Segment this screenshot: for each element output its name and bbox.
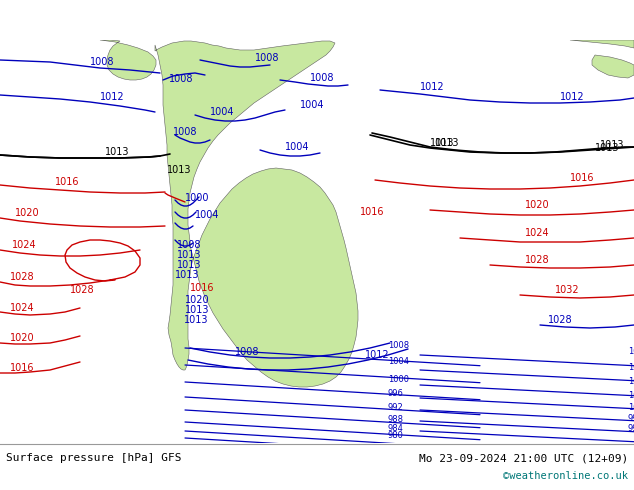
- Text: 1016: 1016: [360, 207, 384, 217]
- Text: 996: 996: [388, 390, 404, 398]
- Text: 1013: 1013: [175, 270, 200, 280]
- Text: 1016: 1016: [190, 283, 214, 293]
- Text: 1016: 1016: [570, 173, 595, 183]
- Text: 1008: 1008: [388, 341, 409, 349]
- Text: 1016: 1016: [10, 363, 34, 373]
- Text: 1012: 1012: [560, 92, 585, 102]
- Text: 1012: 1012: [420, 82, 444, 92]
- Text: 1013: 1013: [184, 315, 209, 325]
- Text: 1013: 1013: [435, 138, 460, 148]
- Text: 1032: 1032: [555, 285, 579, 295]
- Text: 1013: 1013: [185, 305, 209, 315]
- Text: 1008: 1008: [173, 127, 198, 137]
- Text: 1012: 1012: [365, 350, 390, 360]
- Text: 1020: 1020: [628, 347, 634, 357]
- Polygon shape: [592, 55, 634, 78]
- Text: 1008: 1008: [177, 240, 202, 250]
- Text: 1020: 1020: [525, 200, 550, 210]
- Polygon shape: [155, 41, 358, 387]
- Text: 1004: 1004: [300, 100, 325, 110]
- Text: 1008: 1008: [235, 347, 259, 357]
- Text: 1028: 1028: [70, 285, 94, 295]
- Text: 1004: 1004: [195, 210, 219, 220]
- Text: 1013: 1013: [628, 363, 634, 371]
- Text: 1004: 1004: [388, 358, 409, 367]
- Text: 1024: 1024: [10, 303, 35, 313]
- Text: 1008: 1008: [310, 73, 335, 83]
- Text: 980: 980: [388, 431, 404, 440]
- Text: 1013: 1013: [177, 250, 202, 260]
- Text: 1000: 1000: [388, 374, 409, 384]
- Text: Surface pressure [hPa] GFS: Surface pressure [hPa] GFS: [6, 453, 181, 463]
- Text: ©weatheronline.co.uk: ©weatheronline.co.uk: [503, 471, 628, 481]
- Text: 1004: 1004: [285, 142, 309, 152]
- Text: 988: 988: [388, 415, 404, 423]
- Text: 1016: 1016: [55, 177, 79, 187]
- Text: 984: 984: [388, 423, 404, 433]
- Text: 992: 992: [388, 402, 404, 412]
- Text: 1013: 1013: [595, 143, 619, 153]
- Text: 1020: 1020: [15, 208, 39, 218]
- Text: 1008: 1008: [169, 74, 193, 84]
- Text: Mo 23-09-2024 21:00 UTC (12+09): Mo 23-09-2024 21:00 UTC (12+09): [418, 453, 628, 463]
- Text: 1020: 1020: [185, 295, 210, 305]
- Text: 996: 996: [628, 414, 634, 422]
- Text: 1004: 1004: [210, 107, 235, 117]
- Text: 1013: 1013: [430, 138, 455, 148]
- Text: 1028: 1028: [10, 272, 35, 282]
- Text: 1008: 1008: [628, 377, 634, 387]
- Text: 1008: 1008: [90, 57, 115, 67]
- Polygon shape: [100, 40, 156, 80]
- Text: 1020: 1020: [10, 333, 35, 343]
- Text: 1028: 1028: [525, 255, 550, 265]
- Text: 1000: 1000: [628, 402, 634, 412]
- Text: 1013: 1013: [167, 165, 191, 175]
- Text: 1000: 1000: [185, 193, 209, 203]
- Text: 1012: 1012: [100, 92, 125, 102]
- Text: 992: 992: [628, 423, 634, 433]
- Text: 1024: 1024: [525, 228, 550, 238]
- Text: 1024: 1024: [12, 240, 37, 250]
- Text: 1013: 1013: [600, 140, 624, 150]
- Text: 1013: 1013: [177, 260, 202, 270]
- Polygon shape: [570, 40, 634, 48]
- Text: 1004: 1004: [628, 391, 634, 399]
- Text: 1013: 1013: [105, 147, 129, 157]
- Text: 1028: 1028: [548, 315, 573, 325]
- Text: 1008: 1008: [255, 53, 280, 63]
